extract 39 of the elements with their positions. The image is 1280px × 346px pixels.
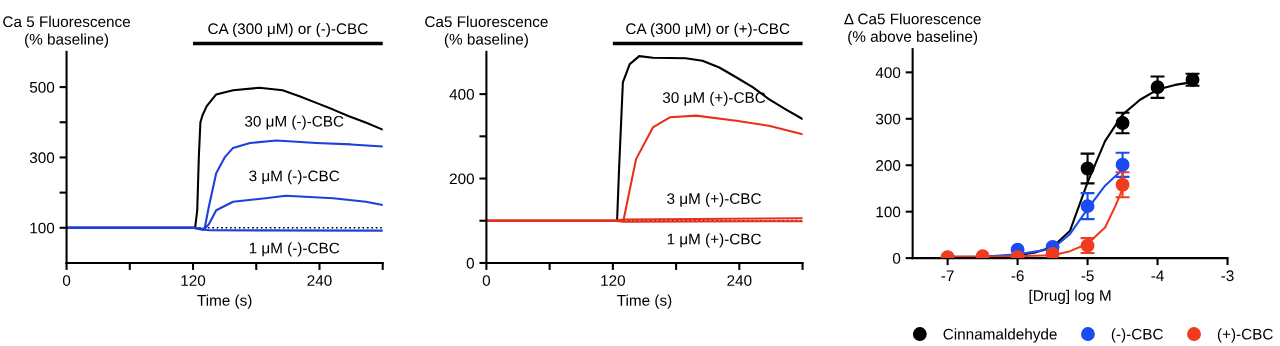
text: CA (300 μM) or (+)-CBC: [626, 22, 790, 38]
x-tick-label: -4: [1151, 270, 1164, 281]
y-tick-label: 400: [875, 67, 901, 79]
legend-label: (+)-CBC: [1217, 328, 1273, 343]
y-axis-title: Ca 5 Fluorescence (% baseline): [3, 15, 130, 48]
x-tick-label: 120: [181, 275, 206, 286]
x-tick-label: -3: [1221, 270, 1234, 282]
legend-label: (-)-CBC: [1111, 328, 1163, 343]
x-tick-label: 240: [307, 275, 332, 286]
series-label: 3 μM (-)-CBC: [249, 170, 340, 185]
x-axis-title: [Drug] log M: [1029, 289, 1111, 304]
y-tick-label: 200: [876, 160, 901, 171]
legend-label: Cinnamaldehyde: [943, 328, 1057, 343]
y-tick-label: 100: [30, 222, 55, 234]
x-tick-label: -7: [941, 270, 954, 281]
y-tick-label: 200: [449, 173, 474, 185]
y-tick-label: 0: [892, 252, 901, 264]
y-tick-label: 0: [466, 257, 474, 269]
x-tick-label: 0: [482, 275, 491, 286]
x-tick-label: -6: [1011, 270, 1024, 282]
series-label: 30 μM (+)-CBC: [662, 91, 766, 107]
x-axis-title: Time (s): [617, 294, 672, 309]
y-axis-title: Δ Ca5 Fluorescence (% above baseline): [844, 13, 981, 45]
series-label: 3 μM (+)-CBC: [667, 192, 761, 208]
y-tick-label: 100: [876, 206, 901, 218]
y-axis-title: Ca5 Fluorescence (% baseline): [425, 15, 548, 48]
x-tick-label: 120: [601, 275, 626, 286]
series-label: 30 μM (-)-CBC: [244, 115, 344, 130]
x-tick-label: -5: [1081, 270, 1094, 282]
x-axis-title: Time (s): [197, 294, 252, 309]
series-label: 1 μM (+)-CBC: [667, 233, 761, 248]
y-tick-label: 300: [29, 152, 55, 164]
text: CA (300 μM) or (-)-CBC: [208, 22, 368, 38]
y-tick-label: 300: [875, 113, 901, 125]
series-label: 1 μM (-)-CBC: [249, 242, 340, 257]
x-tick-label: 0: [62, 275, 71, 286]
x-tick-label: 240: [727, 275, 752, 286]
y-tick-label: 400: [449, 88, 474, 100]
y-tick-label: 500: [29, 81, 55, 93]
